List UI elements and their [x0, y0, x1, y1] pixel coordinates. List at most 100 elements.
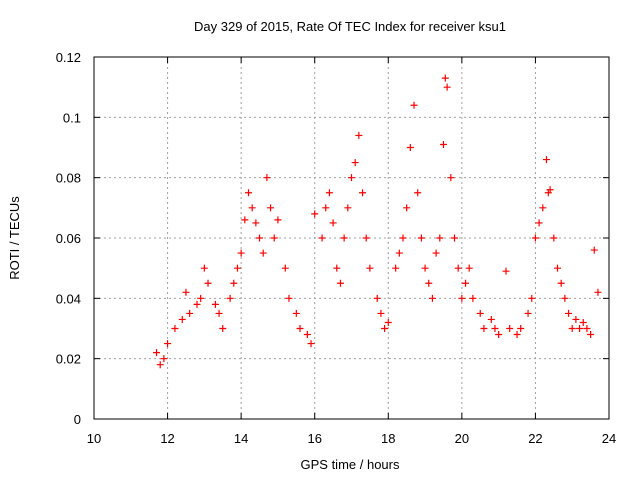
data-point: [425, 279, 433, 287]
data-point: [344, 204, 352, 212]
data-point: [219, 325, 227, 332]
x-tick-label: 18: [381, 431, 395, 446]
data-point: [428, 294, 436, 302]
data-point: [410, 101, 418, 109]
y-tick-label: 0.04: [56, 291, 81, 306]
x-tick-label: 10: [87, 431, 101, 446]
data-point: [542, 156, 550, 164]
data-point: [568, 325, 576, 332]
y-tick-label: 0.08: [56, 171, 81, 186]
data-point: [502, 267, 510, 275]
x-tick-label: 14: [234, 431, 248, 446]
data-point: [153, 349, 161, 357]
data-point: [506, 325, 514, 332]
data-point: [590, 246, 598, 254]
data-point: [583, 325, 591, 332]
data-point: [495, 331, 503, 339]
data-point: [579, 318, 587, 326]
data-point: [171, 325, 179, 332]
data-point: [441, 74, 449, 82]
data-point: [348, 174, 355, 182]
data-point: [193, 300, 201, 308]
data-point: [366, 264, 374, 272]
data-point: [178, 315, 186, 323]
data-point: [436, 234, 444, 242]
data-point: [414, 189, 422, 197]
data-point: [263, 174, 271, 182]
y-tick-label: 0.02: [56, 352, 81, 367]
data-point: [384, 318, 392, 326]
plot-frame: [93, 56, 610, 420]
data-point: [215, 309, 223, 317]
data-point: [458, 294, 466, 302]
y-axis-label: ROTI / TECUs: [7, 196, 22, 280]
data-point: [535, 219, 543, 227]
data-point: [355, 131, 363, 139]
data-point: [491, 325, 499, 332]
data-points: [153, 74, 602, 369]
data-point: [156, 361, 164, 369]
data-point: [200, 264, 208, 272]
data-point: [373, 294, 381, 302]
data-point: [329, 219, 337, 227]
y-tick-label: 0.1: [63, 110, 81, 125]
x-tick-labels: 10 12 14 16 18 20 22 24: [87, 431, 616, 446]
data-point: [487, 315, 495, 323]
data-point: [432, 249, 440, 257]
data-point: [513, 331, 521, 339]
x-tick-label: 20: [455, 431, 469, 446]
data-point: [237, 249, 245, 257]
data-point: [241, 216, 249, 224]
data-point: [362, 234, 370, 242]
data-point: [480, 325, 488, 332]
data-point: [252, 219, 260, 227]
data-point: [281, 264, 289, 272]
data-point: [164, 340, 172, 348]
data-point: [160, 355, 168, 363]
data-point: [267, 204, 275, 212]
data-point: [336, 279, 344, 287]
x-tick-label: 12: [160, 431, 174, 446]
data-point: [211, 300, 219, 308]
data-point: [531, 234, 539, 242]
data-point: [340, 234, 348, 242]
data-point: [403, 204, 411, 212]
data-point: [296, 325, 304, 332]
data-point: [392, 264, 400, 272]
data-point: [550, 234, 558, 242]
data-point: [565, 309, 573, 317]
y-tick-label: 0: [74, 412, 81, 427]
data-point: [447, 174, 455, 182]
data-point: [539, 204, 547, 212]
x-tick-label: 24: [602, 431, 616, 446]
data-point: [421, 264, 429, 272]
y-tick-label: 0.12: [56, 50, 81, 65]
data-point: [333, 264, 341, 272]
data-point: [259, 249, 267, 257]
data-point: [454, 264, 462, 272]
data-point: [186, 309, 194, 317]
data-point: [303, 331, 311, 339]
data-point: [546, 186, 554, 194]
data-point: [230, 279, 238, 287]
grid: [94, 57, 609, 419]
data-point: [311, 210, 319, 218]
x-tick-label: 22: [528, 431, 542, 446]
data-point: [245, 189, 252, 197]
data-point: [248, 204, 256, 212]
data-point: [469, 294, 477, 302]
data-point: [351, 159, 359, 167]
data-point: [528, 294, 536, 302]
data-point: [270, 234, 278, 242]
data-point: [182, 288, 190, 296]
data-point: [554, 264, 561, 272]
data-point: [557, 279, 565, 287]
data-point: [465, 264, 473, 272]
data-point: [462, 279, 470, 287]
x-axis-label: GPS time / hours: [301, 457, 400, 472]
data-point: [395, 249, 403, 257]
data-point: [274, 216, 282, 224]
data-point: [561, 294, 569, 302]
data-point: [318, 234, 326, 242]
data-point: [322, 204, 330, 212]
